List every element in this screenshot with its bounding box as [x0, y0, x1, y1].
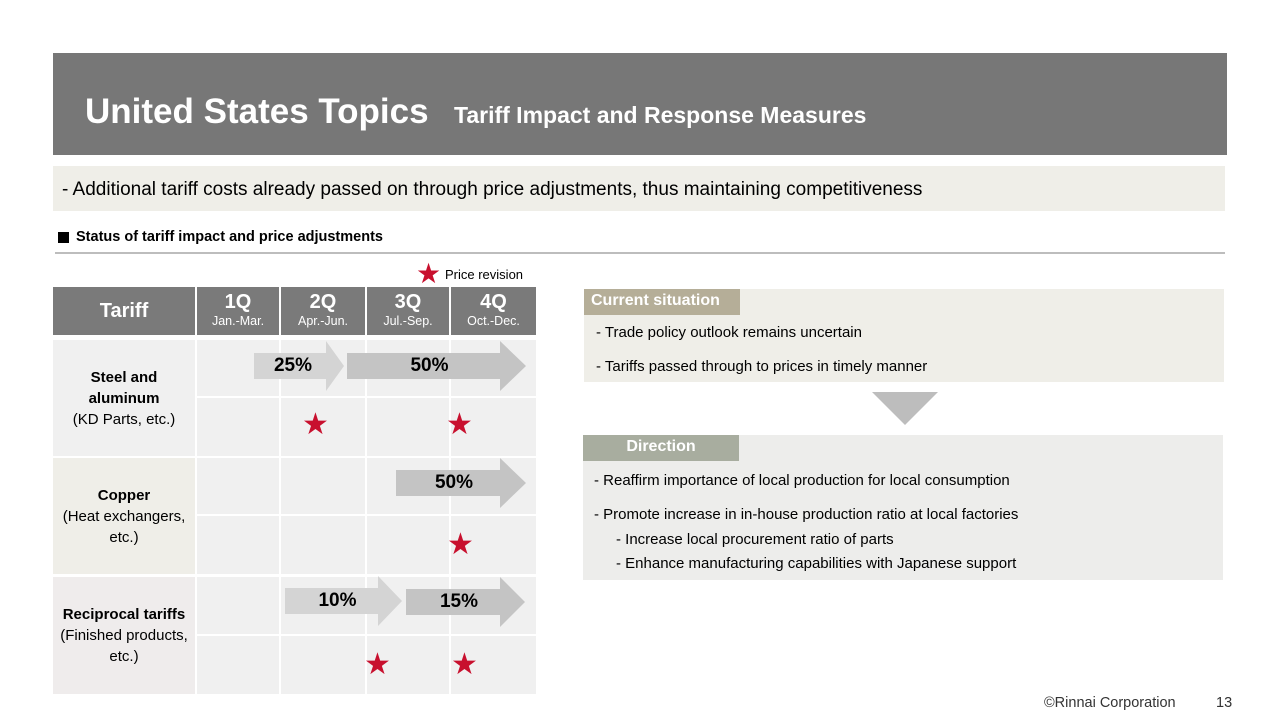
quarter-months: Jul.-Sep.: [383, 314, 433, 328]
direction-title: Direction: [626, 438, 696, 455]
direction-tag: [583, 435, 739, 461]
star-icon: ★: [451, 648, 478, 681]
down-arrow-icon: [872, 392, 938, 425]
list-item: - Reaffirm importance of local productio…: [594, 472, 1010, 489]
table-cell: [197, 516, 279, 574]
quarter-months: Apr.-Jun.: [297, 314, 349, 328]
row-label-steel: Steel and aluminum (KD Parts, etc.): [53, 340, 195, 456]
quarter-label: 2Q: [309, 291, 337, 313]
list-item: - Promote increase in in-house productio…: [594, 506, 1019, 523]
arrow-label: 25%: [273, 355, 313, 376]
row-label-cell: [53, 340, 195, 456]
row-label-cell: [53, 577, 195, 694]
title-band: [53, 53, 1227, 155]
row-label-cell: [53, 458, 195, 574]
row-label-copper: Copper (Heat exchangers, etc.): [53, 458, 195, 574]
row-label-reciprocal: Reciprocal tariffs (Finished products, e…: [53, 577, 195, 694]
page-title: United States Topics: [85, 92, 429, 131]
list-item: - Trade policy outlook remains uncertain: [596, 324, 862, 341]
star-icon: ★: [416, 258, 442, 289]
legend-label: Price revision: [445, 267, 524, 282]
list-item: - Tariffs passed through to prices in ti…: [596, 358, 928, 375]
tariff-detail: (Heat exchangers, etc.): [62, 507, 186, 546]
quarter-label: 4Q: [480, 291, 507, 313]
table-cell: [197, 458, 279, 514]
square-bullet-icon: [58, 232, 69, 243]
summary-text: - Additional tariff costs already passed…: [62, 179, 923, 200]
list-subitem: - Enhance manufacturing capabilities wit…: [616, 555, 1017, 572]
tariff-detail: (Finished products, etc.): [60, 627, 188, 665]
table-header-q2: 2Q Apr.-Jun.: [281, 287, 365, 335]
current-situation-title: Current situation: [591, 292, 720, 309]
star-icon: ★: [446, 408, 473, 441]
table-cell: [367, 636, 449, 694]
table-cell: [367, 398, 449, 456]
section-divider: [55, 252, 1225, 254]
copyright: ©Rinnai Corporation: [1044, 695, 1176, 711]
quarter-label: 3Q: [394, 291, 422, 313]
table-cell: [281, 636, 365, 694]
table-header-tariff: Tariff: [53, 287, 195, 335]
tariff-detail: (KD Parts, etc.): [72, 410, 176, 428]
table-cell: [197, 398, 279, 456]
quarter-months: Oct.-Dec.: [467, 314, 520, 328]
page-subtitle: Tariff Impact and Response Measures: [454, 102, 867, 128]
tariff-name: Reciprocal tariffs: [62, 606, 186, 623]
table-header-q3: 3Q Jul.-Sep.: [367, 287, 449, 335]
arrow-label: 50%: [434, 472, 474, 493]
arrow-label: 50%: [410, 355, 449, 376]
quarter-months: Jan.-Mar.: [211, 314, 265, 328]
page-number: 13: [1216, 695, 1233, 711]
table-cell: [281, 458, 365, 514]
table-cell: [197, 636, 279, 694]
table-header-q4: 4Q Oct.-Dec.: [451, 287, 536, 335]
table-cell: [197, 577, 279, 634]
quarter-label: 1Q: [224, 291, 252, 313]
table-cell: [367, 516, 449, 574]
tariff-name: Copper: [97, 486, 151, 504]
star-icon: ★: [364, 648, 391, 681]
table-header-q1: 1Q Jan.-Mar.: [197, 287, 279, 335]
current-situation-tag: [584, 289, 740, 315]
arrow-label: 10%: [318, 590, 357, 611]
list-subitem: - Increase local procurement ratio of pa…: [616, 531, 894, 548]
summary-bar: [53, 166, 1225, 211]
tariff-name: Steel and aluminum: [88, 368, 160, 407]
table-cell: [451, 516, 536, 574]
table-cell: [451, 398, 536, 456]
table-cell: [451, 636, 536, 694]
table-cell: [281, 516, 365, 574]
section-heading: Status of tariff impact and price adjust…: [76, 229, 383, 245]
arrow-label: 15%: [439, 591, 479, 612]
star-icon: ★: [302, 408, 329, 441]
star-icon: ★: [447, 528, 474, 561]
table-cell: [281, 398, 365, 456]
